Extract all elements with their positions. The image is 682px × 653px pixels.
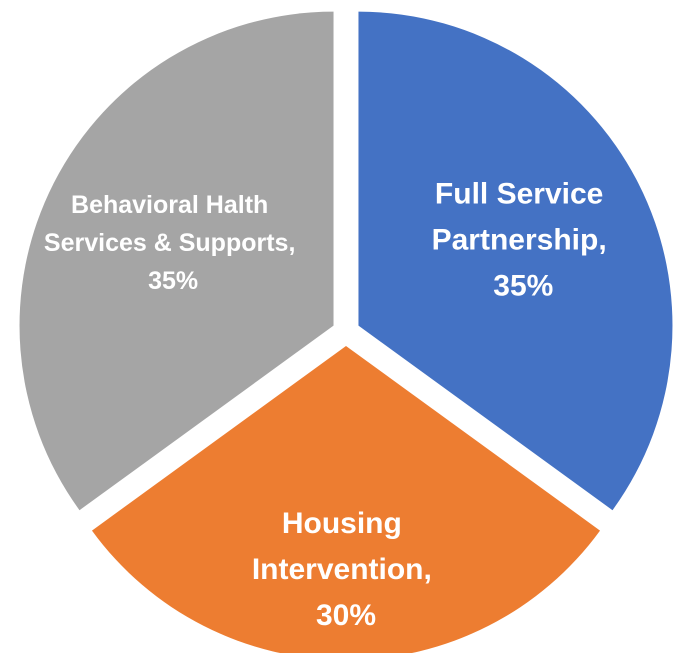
label-line: 35% [148, 267, 198, 295]
label-line: Full Service [435, 178, 612, 211]
label-line: Behavioral Halth [71, 191, 275, 219]
label-line: 35% [493, 270, 553, 303]
data-label: Behavioral Halth Services & Supports, 35… [44, 191, 302, 295]
pie-slice [19, 11, 334, 511]
label-line: Partnership, [432, 224, 615, 257]
label-line: 30% [316, 599, 376, 632]
data-label: Full Service Partnership, 35% [432, 178, 615, 303]
data-label: Housing Intervention, 30% [252, 507, 440, 632]
label-line: Services & Supports, [44, 229, 302, 257]
pie-slice [358, 11, 673, 511]
label-line: Housing [282, 507, 410, 540]
label-line: Intervention, [252, 553, 440, 586]
pie-slice [91, 346, 601, 653]
